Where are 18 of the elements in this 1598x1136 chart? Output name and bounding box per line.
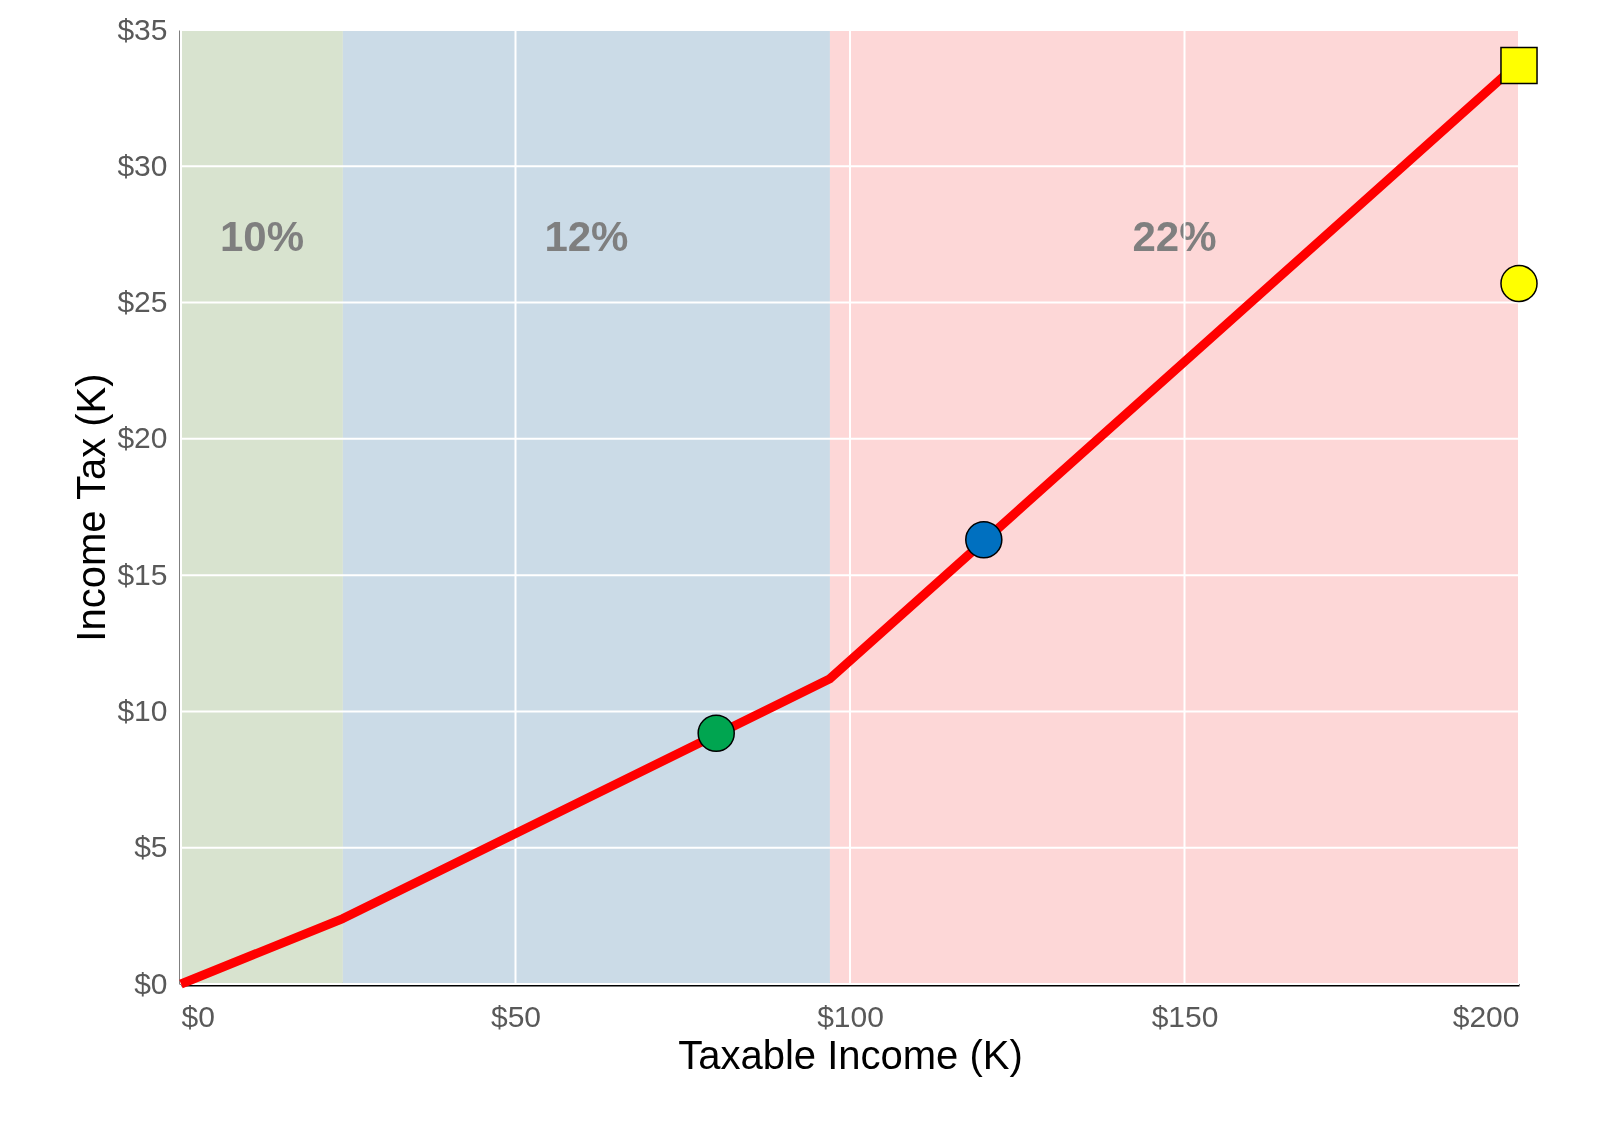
x-tick-label: $200 bbox=[1452, 999, 1520, 1033]
x-tick-label: $150 bbox=[1151, 999, 1219, 1033]
band-label: 10% bbox=[219, 213, 304, 260]
y-tick-label: $5 bbox=[134, 830, 168, 864]
y-tick-label: $30 bbox=[117, 148, 168, 182]
band-label: 12% bbox=[544, 213, 629, 260]
y-tick-label: $35 bbox=[117, 12, 168, 46]
x-tick-label: $0 bbox=[181, 999, 215, 1033]
y-tick-label: $0 bbox=[134, 966, 168, 1000]
x-tick-label: $50 bbox=[490, 999, 542, 1033]
x-tick-label: $100 bbox=[817, 999, 884, 1033]
y-tick-label: $10 bbox=[117, 693, 168, 727]
x-axis-title: Taxable Income (K) bbox=[678, 1032, 1023, 1077]
y-tick-label: $25 bbox=[117, 285, 168, 319]
y-tick-label: $15 bbox=[117, 557, 168, 591]
y-axis-title: Income Tax (K) bbox=[69, 373, 114, 642]
y-tick-label: $20 bbox=[117, 421, 168, 455]
band-label: 22% bbox=[1132, 213, 1217, 260]
